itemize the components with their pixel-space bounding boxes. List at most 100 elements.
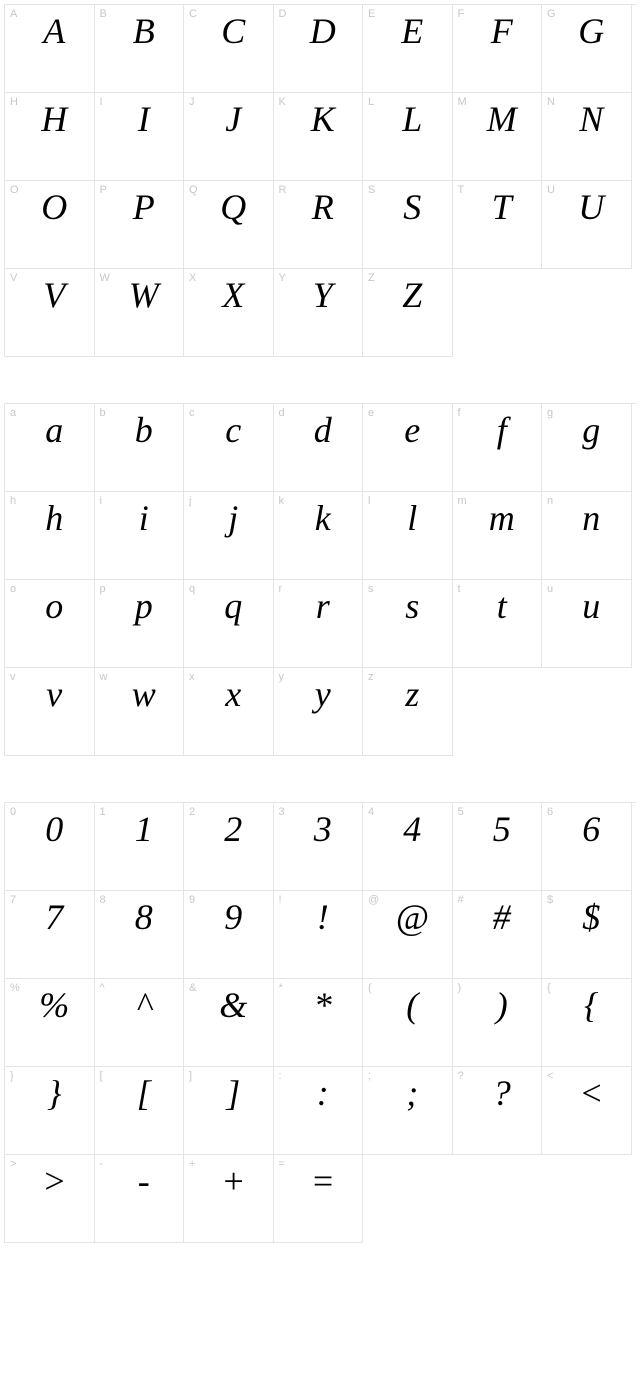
glyph: p xyxy=(95,588,176,624)
glyph-cell: MM xyxy=(453,93,543,181)
glyph: 1 xyxy=(95,811,176,847)
glyph: k xyxy=(274,500,355,536)
glyph: L xyxy=(363,101,444,137)
glyph: H xyxy=(5,101,86,137)
glyph: N xyxy=(542,101,623,137)
glyph-cell: VV xyxy=(5,269,95,357)
glyph-cell: YY xyxy=(274,269,364,357)
glyph: F xyxy=(453,13,534,49)
glyph-cell: aa xyxy=(5,404,95,492)
glyph-cell: OO xyxy=(5,181,95,269)
glyph: ! xyxy=(274,899,355,935)
glyph-cell: 99 xyxy=(184,891,274,979)
glyph-cell: 33 xyxy=(274,803,364,891)
glyph-cell: [[ xyxy=(95,1067,185,1155)
glyph-cell: cc xyxy=(184,404,274,492)
glyph: 3 xyxy=(274,811,355,847)
glyph: m xyxy=(453,500,534,536)
glyph: 4 xyxy=(363,811,444,847)
glyph-cell: KK xyxy=(274,93,364,181)
glyph-cell: 77 xyxy=(5,891,95,979)
glyph-cell: CC xyxy=(184,5,274,93)
glyph: M xyxy=(453,101,534,137)
glyph: g xyxy=(542,412,623,448)
glyph: 9 xyxy=(184,899,265,935)
glyph-cell: kk xyxy=(274,492,364,580)
glyph-cell: ]] xyxy=(184,1067,274,1155)
glyph-cell: JJ xyxy=(184,93,274,181)
glyph-cell: jj xyxy=(184,492,274,580)
glyph: R xyxy=(274,189,355,225)
glyph-cell: ZZ xyxy=(363,269,453,357)
glyph: ] xyxy=(184,1075,265,1111)
glyph-cell: XX xyxy=(184,269,274,357)
glyph-cell: NN xyxy=(542,93,632,181)
glyph-cell: -- xyxy=(95,1155,185,1243)
glyph: O xyxy=(5,189,86,225)
glyph-cell: bb xyxy=(95,404,185,492)
glyph: i xyxy=(95,500,176,536)
glyph-cell: && xyxy=(184,979,274,1067)
glyph-cell: vv xyxy=(5,668,95,756)
glyph-cell: !! xyxy=(274,891,364,979)
glyph: Y xyxy=(274,277,355,313)
glyph: 2 xyxy=(184,811,265,847)
glyph-cell: }} xyxy=(5,1067,95,1155)
glyph: ( xyxy=(363,987,444,1023)
glyph-cell: DD xyxy=(274,5,364,93)
glyph: z xyxy=(363,676,444,712)
glyph-cell: RR xyxy=(274,181,364,269)
glyph-cell: LL xyxy=(363,93,453,181)
character-map: AA BB CC DD EE FF GG HH II JJ KK LL MM N… xyxy=(0,0,640,1247)
glyph: # xyxy=(453,899,534,935)
glyph-cell: ff xyxy=(453,404,543,492)
glyph: C xyxy=(184,13,265,49)
glyph-cell: )) xyxy=(453,979,543,1067)
glyph: T xyxy=(453,189,534,225)
glyph: ? xyxy=(453,1075,534,1111)
glyph-cell: QQ xyxy=(184,181,274,269)
glyph: Q xyxy=(184,189,265,225)
glyph-cell: 11 xyxy=(95,803,185,891)
glyph-cell: UU xyxy=(542,181,632,269)
glyph: a xyxy=(5,412,86,448)
glyph-cell: qq xyxy=(184,580,274,668)
glyph: w xyxy=(95,676,176,712)
glyph-cell: dd xyxy=(274,404,364,492)
glyph: A xyxy=(5,13,86,49)
glyph: u xyxy=(542,588,623,624)
glyph-cell: nn xyxy=(542,492,632,580)
glyph-cell: rr xyxy=(274,580,364,668)
glyph-cell: zz xyxy=(363,668,453,756)
glyph-cell: == xyxy=(274,1155,364,1243)
glyph: ) xyxy=(453,987,534,1023)
glyph: Z xyxy=(363,277,444,313)
glyph: e xyxy=(363,412,444,448)
glyph-cell: 00 xyxy=(5,803,95,891)
glyph: % xyxy=(5,987,86,1023)
glyph: K xyxy=(274,101,355,137)
glyph-cell: FF xyxy=(453,5,543,93)
glyph: 0 xyxy=(5,811,86,847)
glyph-cell: 55 xyxy=(453,803,543,891)
glyph-cell: uu xyxy=(542,580,632,668)
glyph-cell: TT xyxy=(453,181,543,269)
glyph: x xyxy=(184,676,265,712)
glyph-cell: AA xyxy=(5,5,95,93)
glyph-cell: ;; xyxy=(363,1067,453,1155)
glyph-cell: $$ xyxy=(542,891,632,979)
glyph-cell: >> xyxy=(5,1155,95,1243)
grid-numbers-symbols: 00 11 22 33 44 55 66 77 88 99 !! @@ ## $… xyxy=(4,802,636,1243)
glyph: - xyxy=(95,1163,176,1199)
section-uppercase: AA BB CC DD EE FF GG HH II JJ KK LL MM N… xyxy=(4,4,636,357)
glyph: r xyxy=(274,588,355,624)
glyph: d xyxy=(274,412,355,448)
glyph-cell: ?? xyxy=(453,1067,543,1155)
glyph: v xyxy=(5,676,86,712)
glyph: ; xyxy=(363,1075,444,1111)
glyph: W xyxy=(95,277,176,313)
glyph-cell: 88 xyxy=(95,891,185,979)
glyph-cell: ## xyxy=(453,891,543,979)
glyph-cell: BB xyxy=(95,5,185,93)
glyph: S xyxy=(363,189,444,225)
